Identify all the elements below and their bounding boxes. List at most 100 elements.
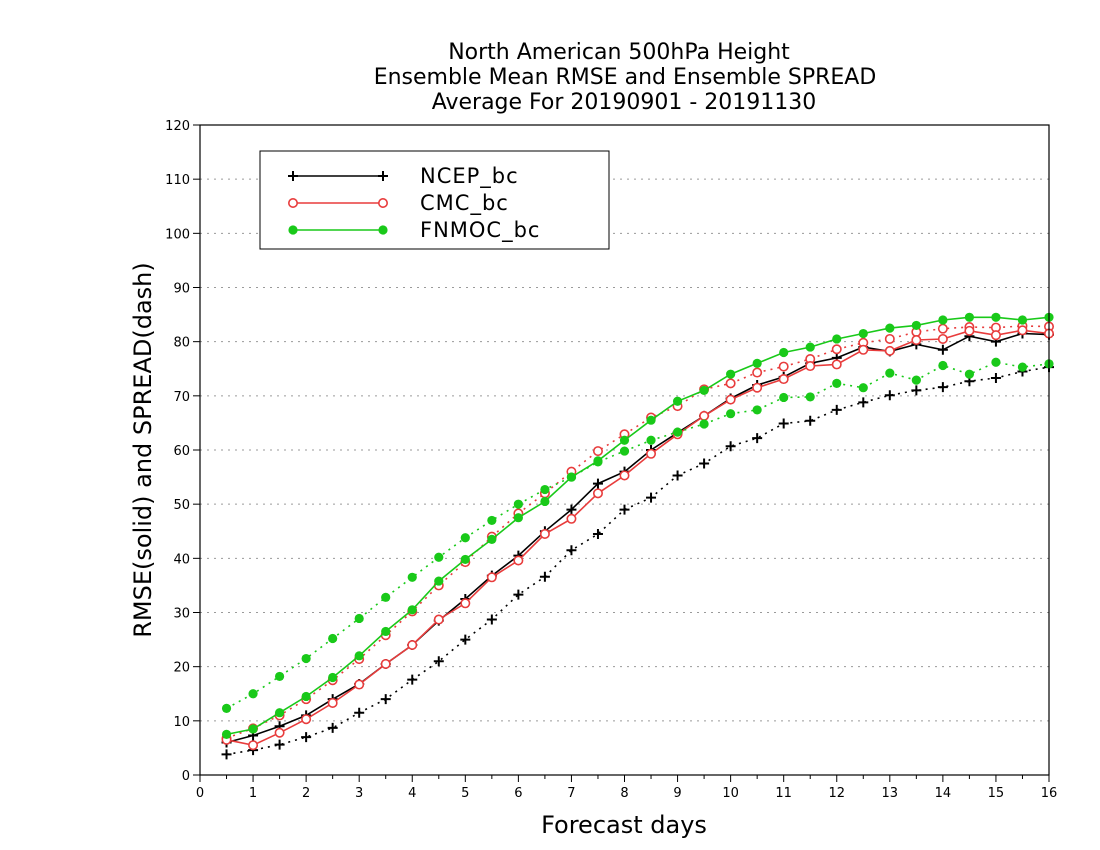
CMC_bc-spread-point bbox=[592, 446, 603, 457]
CMC_bc-rmse-point bbox=[248, 740, 259, 751]
y-tick-label: 60 bbox=[173, 444, 190, 459]
x-tick-label: 2 bbox=[302, 786, 310, 801]
y-tick-label: 10 bbox=[173, 715, 190, 730]
NCEP_bc-spread-point bbox=[274, 739, 285, 750]
NCEP_bc-spread-point bbox=[778, 418, 789, 429]
legend-label-FNMOC_bc: FNMOC_bc bbox=[420, 218, 540, 243]
FNMOC_bc-spread-point bbox=[513, 499, 523, 509]
NCEP_bc-spread-point bbox=[884, 390, 895, 401]
x-tick-label: 9 bbox=[673, 786, 681, 801]
FNMOC_bc-rmse-point bbox=[699, 385, 709, 396]
FNMOC_bc-spread-point bbox=[805, 392, 815, 402]
series-NCEP_bc bbox=[221, 328, 1054, 760]
CMC_bc-rmse-point bbox=[539, 528, 550, 539]
FNMOC_bc-rmse-point bbox=[274, 708, 285, 718]
CMC_bc-rmse-point bbox=[1017, 325, 1028, 336]
legend-marker-CMC_bc bbox=[287, 198, 298, 209]
FNMOC_bc-spread-point bbox=[726, 409, 736, 419]
title-line-2: Ensemble Mean RMSE and Ensemble SPREAD bbox=[374, 65, 877, 90]
NCEP_bc-spread-point bbox=[460, 634, 471, 645]
FNMOC_bc-spread-point bbox=[381, 592, 391, 602]
CMC_bc-spread-point bbox=[778, 361, 789, 372]
x-tick-label: 0 bbox=[196, 786, 204, 801]
FNMOC_bc-rmse-point bbox=[832, 334, 842, 344]
FNMOC_bc-rmse-point bbox=[726, 369, 736, 379]
CMC_bc-rmse-point bbox=[646, 448, 657, 459]
FNMOC_bc-spread-point bbox=[991, 357, 1001, 367]
NCEP_bc-spread-point bbox=[858, 397, 869, 408]
FNMOC_bc-spread-point bbox=[779, 392, 789, 403]
FNMOC_bc-rmse-point bbox=[805, 342, 815, 352]
NCEP_bc-spread-point bbox=[380, 694, 391, 705]
FNMOC_bc-rmse-point bbox=[991, 312, 1001, 322]
FNMOC_bc-spread-point bbox=[752, 405, 762, 415]
FNMOC_bc-rmse-point bbox=[1017, 315, 1028, 325]
x-tick-label: 5 bbox=[461, 786, 469, 801]
CMC_bc-spread-point bbox=[725, 378, 736, 389]
FNMOC_bc-rmse-point bbox=[566, 472, 577, 482]
legend-marker-FNMOC_bc bbox=[288, 225, 298, 235]
x-tick-label: 1 bbox=[249, 786, 257, 801]
FNMOC_bc-rmse-point bbox=[779, 347, 789, 358]
FNMOC_bc-spread-point bbox=[274, 671, 285, 682]
title-line-1: North American 500hPa Height bbox=[448, 40, 790, 65]
CMC_bc-rmse-point bbox=[725, 394, 736, 405]
CMC_bc-rmse-line bbox=[226, 329, 1050, 747]
CMC_bc-rmse-point bbox=[752, 382, 763, 393]
FNMOC_bc-spread-point bbox=[832, 378, 842, 388]
NCEP_bc-spread-point bbox=[513, 589, 524, 600]
NCEP_bc-spread-point bbox=[619, 504, 630, 515]
FNMOC_bc-rmse-point bbox=[619, 435, 630, 445]
x-tick-label: 11 bbox=[775, 786, 792, 801]
FNMOC_bc-rmse-point bbox=[434, 576, 444, 586]
CMC_bc-rmse-point bbox=[937, 333, 948, 344]
NCEP_bc-spread-point bbox=[566, 545, 577, 556]
CMC_bc-rmse-point bbox=[380, 658, 391, 669]
NCEP_bc-spread-point bbox=[486, 614, 497, 625]
FNMOC_bc-rmse-point bbox=[752, 358, 762, 368]
CMC_bc-spread-point bbox=[831, 344, 842, 355]
FNMOC_bc-rmse-point bbox=[672, 396, 683, 406]
legend-marker-FNMOC_bc bbox=[378, 225, 388, 235]
series-CMC_bc bbox=[221, 320, 1055, 751]
FNMOC_bc-spread-line bbox=[226, 361, 1050, 710]
legend-label-CMC_bc: CMC_bc bbox=[420, 191, 509, 216]
NCEP_bc-rmse-point bbox=[566, 504, 577, 515]
CMC_bc-rmse-point bbox=[699, 410, 710, 421]
x-tick-label: 13 bbox=[882, 786, 899, 801]
y-tick-label: 90 bbox=[173, 282, 190, 297]
CMC_bc-spread-point bbox=[884, 333, 895, 344]
legend-label-NCEP_bc: NCEP_bc bbox=[420, 164, 519, 189]
x-tick-label: 3 bbox=[355, 786, 363, 801]
CMC_bc-rmse-point bbox=[805, 361, 816, 372]
FNMOC_bc-spread-point bbox=[646, 435, 656, 445]
y-axis-ticks: 0 10 20 30 40 50 60 70 80 90 100 110 120 bbox=[165, 119, 200, 784]
FNMOC_bc-spread-point bbox=[938, 360, 948, 371]
NCEP_bc-spread-point bbox=[407, 674, 418, 685]
CMC_bc-spread-point bbox=[937, 323, 948, 334]
legend-marker-CMC_bc bbox=[377, 198, 388, 209]
y-tick-label: 110 bbox=[165, 173, 190, 188]
CMC_bc-rmse-point bbox=[858, 344, 869, 355]
y-tick-label: 50 bbox=[173, 498, 190, 513]
y-tick-label: 100 bbox=[165, 227, 190, 242]
NCEP_bc-rmse-point bbox=[937, 344, 948, 355]
plot-series bbox=[221, 312, 1055, 760]
series-FNMOC_bc bbox=[221, 312, 1054, 739]
CMC_bc-rmse-point bbox=[460, 598, 471, 609]
legend-marker-NCEP_bc bbox=[288, 171, 298, 181]
FNMOC_bc-spread-point bbox=[1017, 362, 1028, 372]
chart-title: North American 500hPa Height Ensemble Me… bbox=[374, 40, 877, 115]
FNMOC_bc-spread-point bbox=[407, 572, 417, 582]
FNMOC_bc-spread-point bbox=[328, 633, 338, 644]
FNMOC_bc-rmse-line bbox=[226, 316, 1050, 736]
FNMOC_bc-rmse-point bbox=[301, 691, 311, 702]
NCEP_bc-spread-point bbox=[699, 458, 710, 469]
CMC_bc-rmse-point bbox=[964, 325, 975, 336]
FNMOC_bc-spread-point bbox=[487, 515, 497, 526]
CMC_bc-rmse-point bbox=[354, 679, 365, 690]
FNMOC_bc-spread-point bbox=[699, 419, 709, 429]
CMC_bc-rmse-point bbox=[619, 470, 630, 481]
